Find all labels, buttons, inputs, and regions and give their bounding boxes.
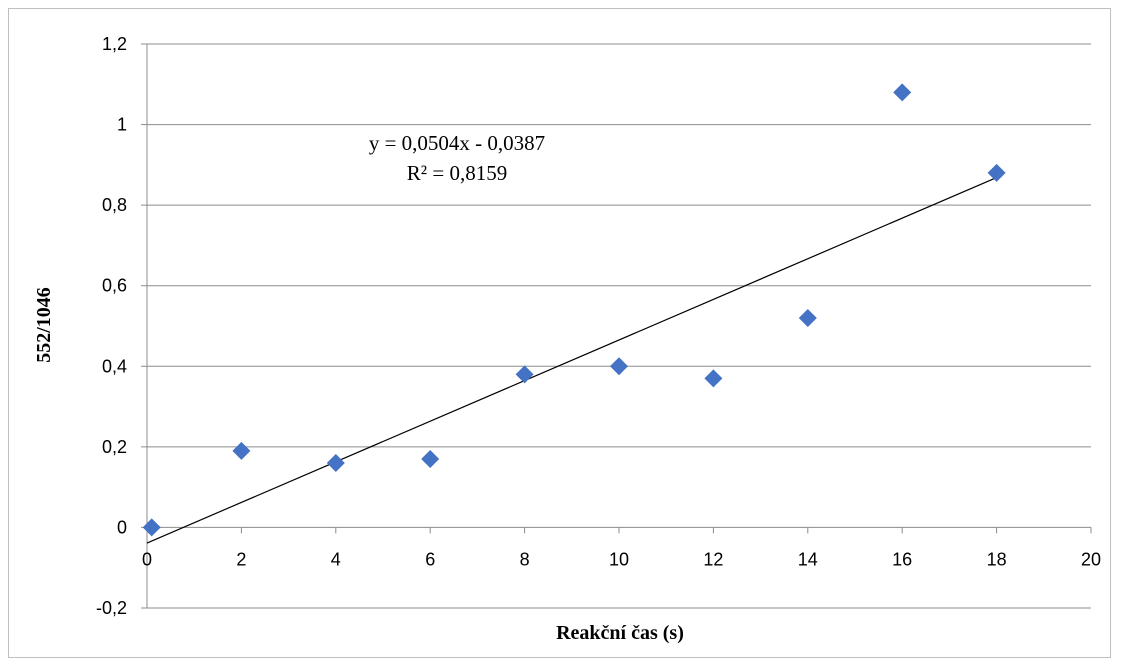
trendline <box>146 176 997 544</box>
x-axis-title: Reakční čas (s) <box>556 622 684 644</box>
y-tick-label: 1 <box>117 115 127 135</box>
data-point <box>326 453 345 472</box>
data-point <box>142 518 161 537</box>
tick-labels: -0,2 0 0,2 0,4 0,6 0,8 1 1,2 0 2 4 6 8 10 12 14 16 18 20 <box>96 34 1101 618</box>
trendline-group <box>146 176 997 544</box>
x-tick-label: 18 <box>987 549 1007 569</box>
x-tick-label: 16 <box>892 549 912 569</box>
y-tick-label: 0,4 <box>102 356 127 376</box>
y-tick-label: 0 <box>117 517 127 537</box>
grid-lines <box>147 43 1091 609</box>
y-tick-label: 1,2 <box>102 34 127 54</box>
data-point <box>610 357 628 376</box>
x-tick-label: 4 <box>331 549 341 569</box>
y-tick-label: 0,2 <box>102 437 127 457</box>
y-tick-label: 0,6 <box>102 276 127 296</box>
chart-frame <box>8 8 1111 658</box>
data-point <box>515 365 534 384</box>
x-tick-label: 8 <box>520 549 530 569</box>
data-point <box>987 163 1006 182</box>
trendline-equation: y = 0,0504x - 0,0387 <box>369 131 545 155</box>
x-tick-label: 0 <box>142 549 152 569</box>
data-points <box>142 83 1006 537</box>
x-tick-label: 12 <box>703 549 723 569</box>
y-tick-label: -0,2 <box>96 598 127 618</box>
trendline-r-squared: R² = 0,8159 <box>407 161 507 185</box>
data-point <box>421 449 440 468</box>
x-tick-label: 20 <box>1081 549 1101 569</box>
x-tick-label: 10 <box>609 549 629 569</box>
axes <box>141 43 1092 609</box>
x-tick-label: 2 <box>236 549 246 569</box>
x-tick-label: 6 <box>425 549 435 569</box>
data-point <box>704 369 723 388</box>
x-tick-label: 14 <box>798 549 818 569</box>
data-point <box>798 308 817 327</box>
y-axis-title: 552/1046 <box>33 287 55 363</box>
data-point <box>893 83 912 102</box>
y-tick-label: 0,8 <box>102 195 127 215</box>
data-point <box>232 441 251 460</box>
